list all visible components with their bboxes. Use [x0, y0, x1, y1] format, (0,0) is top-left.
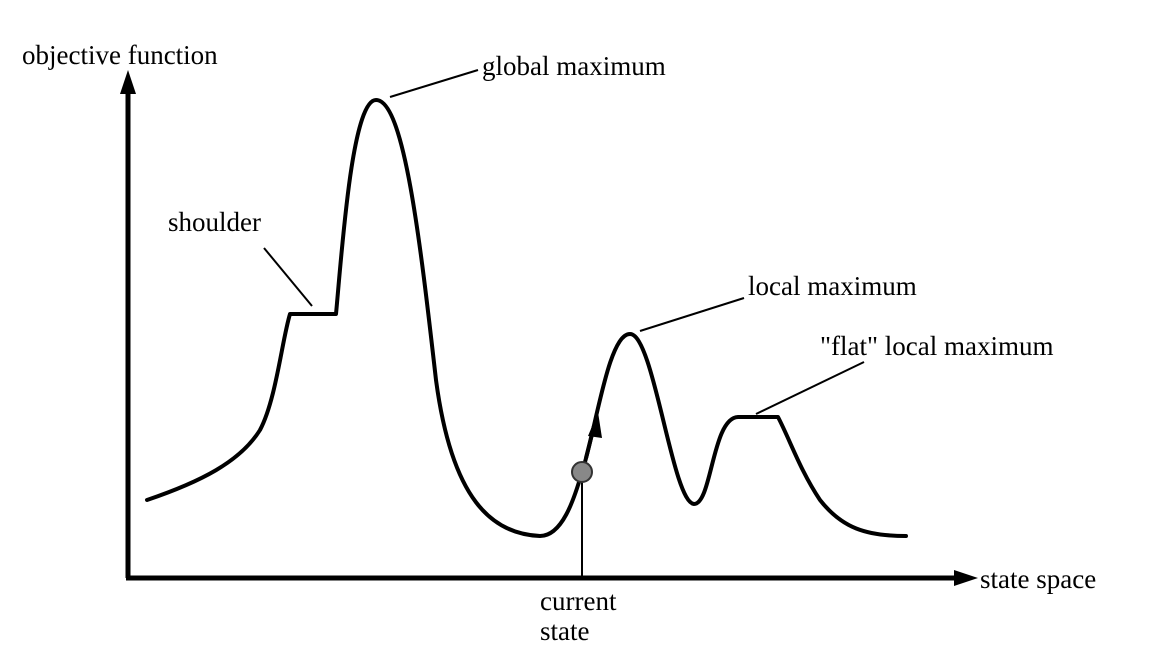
- uphill-direction-arrowhead: [588, 412, 602, 438]
- local-maximum-label: local maximum: [748, 271, 917, 301]
- y-axis-label: objective function: [22, 40, 218, 70]
- y-axis-arrowhead: [120, 70, 136, 94]
- flat-local-maximum-label: "flat" local maximum: [820, 331, 1053, 361]
- x-axis-arrowhead: [954, 570, 978, 586]
- shoulder-leader: [263, 247, 313, 307]
- x-axis-label: state space: [980, 564, 1096, 594]
- global-maximum-label: global maximum: [482, 51, 666, 81]
- objective-function-curve: [145, 98, 908, 538]
- local-maximum-leader: [639, 297, 745, 332]
- current-state-label-line1: current: [540, 586, 617, 616]
- global-maximum-leader: [389, 69, 479, 98]
- flat-local-maximum-leader: [755, 361, 865, 415]
- shoulder-label: shoulder: [168, 207, 261, 237]
- current-state-marker: [571, 461, 593, 483]
- current-state-label-line2: state: [540, 616, 589, 646]
